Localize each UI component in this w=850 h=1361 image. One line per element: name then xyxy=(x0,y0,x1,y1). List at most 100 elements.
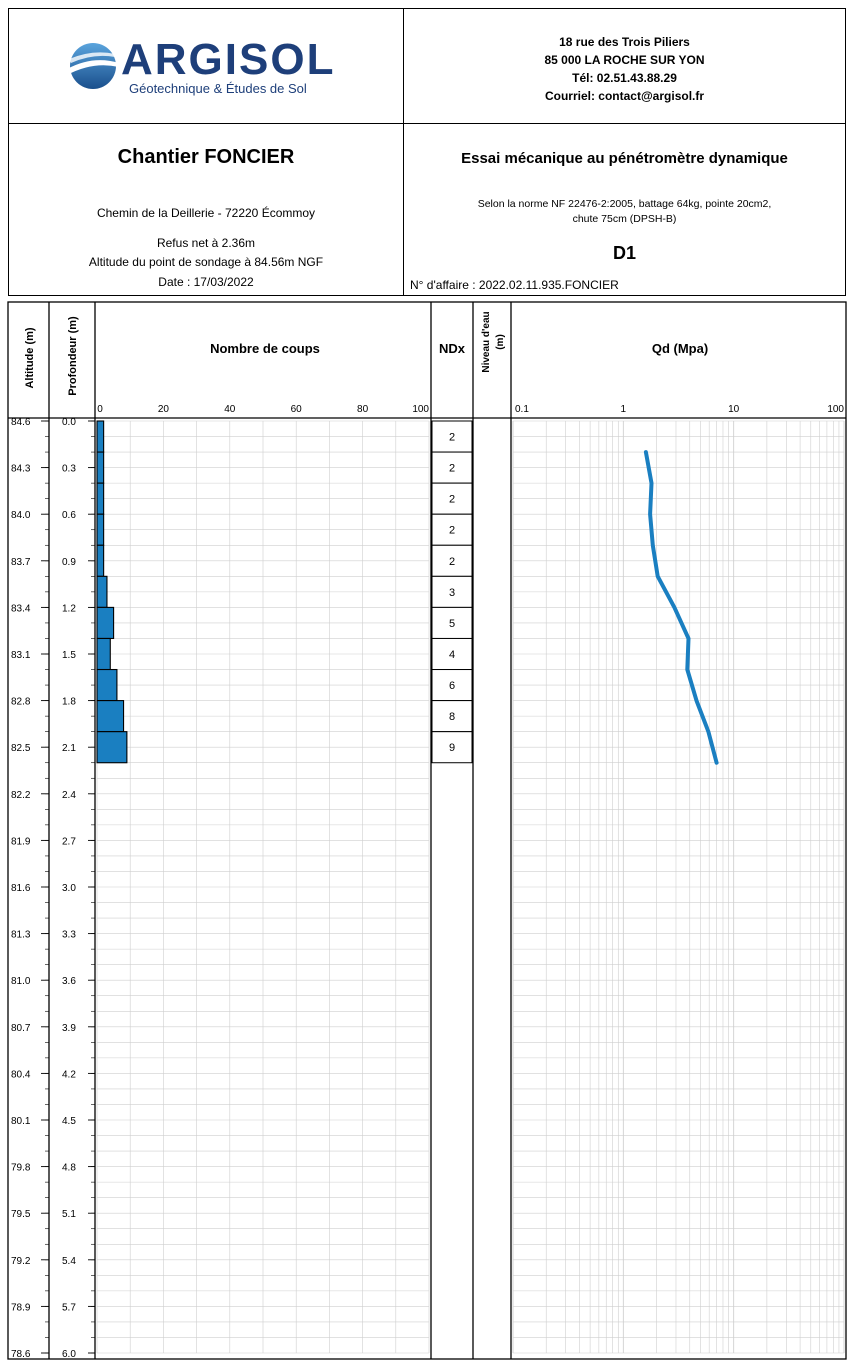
email-address: Courriel: contact@argisol.fr xyxy=(544,89,705,103)
ndx-value: 2 xyxy=(449,525,455,537)
altitude-tick-label: 80.4 xyxy=(11,1069,31,1080)
ndx-value: 5 xyxy=(449,618,455,630)
ndx-cell xyxy=(431,513,473,546)
qd-x-axis: 0.1 1 10 100 xyxy=(515,404,844,415)
altitude-tick-label: 84.3 xyxy=(11,464,31,475)
depth-tick-label: 1.2 xyxy=(62,603,76,614)
blows-bar xyxy=(96,731,128,764)
qd-line xyxy=(643,450,719,765)
altitude-tick-label: 79.2 xyxy=(11,1256,31,1267)
refusal-depth: Refus net à 2.36m xyxy=(156,236,256,250)
blows-bar xyxy=(96,482,105,515)
site-title: Chantier FONCIER xyxy=(117,146,295,168)
case-number: N° d'affaire : 2022.02.11.935.FONCIER xyxy=(410,278,619,292)
test-id: D1 xyxy=(612,243,636,263)
depth-tick-label: 0.3 xyxy=(62,464,76,475)
blows-bar xyxy=(96,544,105,577)
qd-grid xyxy=(512,420,845,1354)
altitude-tick-label: 81.3 xyxy=(11,930,31,941)
qd-x-tick-label: 10 xyxy=(728,404,740,415)
ndx-cell xyxy=(431,575,473,608)
address-panel: 18 rue des Trois Piliers 85 000 LA ROCHE… xyxy=(403,8,846,124)
qd-x-tick-label: 1 xyxy=(621,404,627,415)
depth-tick-label: 4.2 xyxy=(62,1069,76,1080)
depth-column-header: Profondeur (m) xyxy=(67,316,79,396)
altitude-tick-label: 80.7 xyxy=(11,1023,31,1034)
test-panel: Essai mécanique au pénétromètre dynamiqu… xyxy=(403,123,846,296)
company-tagline: Géotechnique & Études de Sol xyxy=(129,81,307,96)
blows-bar xyxy=(96,700,125,733)
ndx-value: 6 xyxy=(449,680,455,692)
ndx-value: 9 xyxy=(449,742,455,754)
depth-tick-label: 2.1 xyxy=(62,743,76,754)
altitude-tick-label: 80.1 xyxy=(11,1116,31,1127)
test-date: Date : 17/03/2022 xyxy=(158,275,254,289)
blows-x-tick-label: 60 xyxy=(291,404,303,415)
blows-x-axis: 0 20 40 60 80 100 xyxy=(97,404,429,415)
blows-x-tick-label: 40 xyxy=(224,404,236,415)
blows-x-tick-label: 20 xyxy=(158,404,170,415)
depth-tick-label: 2.4 xyxy=(62,790,76,801)
water-level-header-line-2: (m) xyxy=(495,334,506,350)
water-level-header-line-1: Niveau d'eau xyxy=(481,311,492,372)
company-name: ARGISOL xyxy=(121,35,336,84)
ndx-cell xyxy=(431,482,473,515)
probe-altitude: Altitude du point de sondage à 84.56m NG… xyxy=(88,255,324,269)
blows-bar xyxy=(96,420,105,453)
ndx-value: 2 xyxy=(449,556,455,568)
phone-number: Tél: 02.51.43.88.29 xyxy=(572,71,677,85)
blows-x-tick-label: 80 xyxy=(357,404,369,415)
depth-tick-label: 2.7 xyxy=(62,836,76,847)
ndx-cell xyxy=(431,544,473,577)
altitude-tick-label: 83.7 xyxy=(11,557,31,568)
ndx-value: 2 xyxy=(449,463,455,475)
depth-tick-label: 3.6 xyxy=(62,976,76,987)
blows-bar xyxy=(96,451,105,484)
altitude-tick-label: 84.6 xyxy=(11,417,31,428)
blows-column-header: Nombre de coups xyxy=(210,341,320,356)
depth-tick-label: 5.4 xyxy=(62,1256,76,1267)
ndx-cell xyxy=(431,606,473,639)
logo-panel: ARGISOL Géotechnique & Études de Sol xyxy=(8,8,404,124)
depth-tick-label: 4.5 xyxy=(62,1116,76,1127)
depth-tick-label: 3.9 xyxy=(62,1023,76,1034)
qd-x-tick-label: 0.1 xyxy=(515,404,529,415)
altitude-tick-label: 81.6 xyxy=(11,883,31,894)
ndx-cell xyxy=(431,637,473,671)
blows-bar xyxy=(96,668,118,702)
blows-x-tick-label: 0 xyxy=(97,404,103,415)
depth-tick-label: 5.1 xyxy=(62,1209,76,1220)
ndx-cell xyxy=(431,700,473,733)
altitude-tick-label: 81.9 xyxy=(11,836,31,847)
altitude-tick-label: 82.2 xyxy=(11,790,31,801)
depth-tick-label: 0.0 xyxy=(62,417,76,428)
depth-axis: 0.0 84.6 0.3 84.3 0.6 84.0 0.9 83.7 1.2 83.4 1.5 83… xyxy=(11,417,95,1360)
depth-tick-label: 1.8 xyxy=(62,697,76,708)
depth-tick-label: 1.5 xyxy=(62,650,76,661)
ndx-value: 8 xyxy=(449,711,455,723)
site-location: Chemin de la Deillerie - 72220 Écommoy xyxy=(96,206,316,220)
blows-x-tick-label: 100 xyxy=(412,404,429,415)
altitude-tick-label: 84.0 xyxy=(11,510,31,521)
depth-tick-label: 4.8 xyxy=(62,1163,76,1174)
test-title: Essai mécanique au pénétromètre dynamiqu… xyxy=(461,150,788,167)
address-line-2: 85 000 LA ROCHE SUR YON xyxy=(544,53,705,67)
altitude-tick-label: 79.8 xyxy=(11,1163,31,1174)
chart-frame xyxy=(7,301,847,1360)
ndx-cell xyxy=(431,731,473,764)
qd-series-line xyxy=(643,450,719,765)
altitude-column-header: Altitude (m) xyxy=(24,327,36,388)
altitude-tick-label: 82.8 xyxy=(11,697,31,708)
altitude-tick-label: 78.9 xyxy=(11,1302,31,1313)
altitude-tick-label: 83.1 xyxy=(11,650,31,661)
ndx-cell xyxy=(431,669,473,702)
test-norm-line-2: chute 75cm (DPSH-B) xyxy=(572,213,677,225)
ndx-cell xyxy=(431,451,473,484)
qd-column-header: Qd (Mpa) xyxy=(652,341,708,356)
blows-bar xyxy=(96,575,108,608)
blows-bars xyxy=(96,420,128,764)
altitude-tick-label: 83.4 xyxy=(11,603,31,614)
blows-bar xyxy=(96,513,105,546)
altitude-tick-label: 82.5 xyxy=(11,743,31,754)
